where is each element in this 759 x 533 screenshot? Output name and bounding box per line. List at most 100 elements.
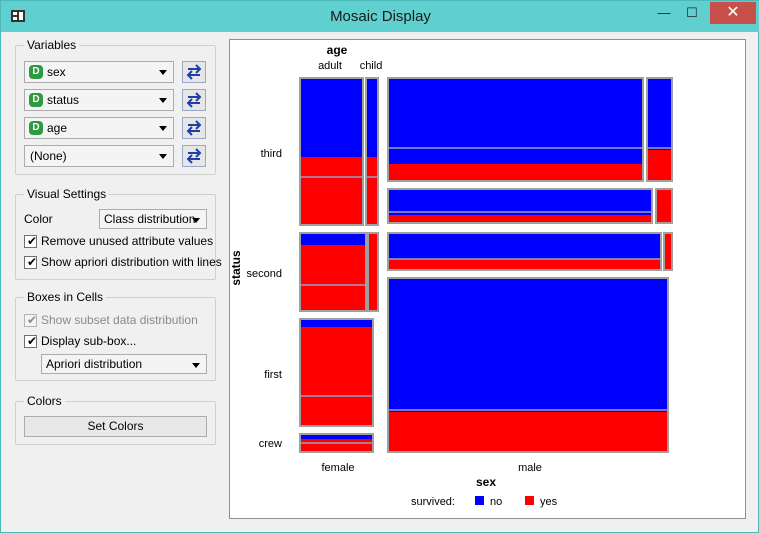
window-title: Mosaic Display — [330, 8, 431, 25]
minimize-button[interactable]: — — [657, 5, 671, 20]
mosaic-cell[interactable] — [366, 78, 378, 157]
variable-3-value: age — [47, 121, 68, 135]
subbox-combo[interactable]: Apriori distribution — [41, 354, 207, 374]
legend-swatch-yes — [525, 496, 534, 505]
sex-label-female: female — [321, 462, 354, 474]
title-bar: Mosaic Display — ☐ ✕ — [1, 1, 759, 32]
color-combo-value: Class distribution — [104, 212, 196, 226]
swap-button-4[interactable] — [182, 145, 206, 167]
show-apriori-label: Show apriori distribution with lines — [41, 255, 222, 269]
swap-icon — [186, 92, 202, 108]
mosaic-cell[interactable] — [300, 78, 363, 157]
maximize-button[interactable]: ☐ — [686, 5, 698, 20]
legend-title: survived: — [411, 496, 455, 508]
checkbox-box[interactable]: ✔ — [24, 334, 38, 348]
boxes-in-cells-group: Boxes in Cells ✔ Show subset data distri… — [15, 290, 216, 381]
mosaic-cell[interactable] — [388, 189, 652, 215]
color-combo[interactable]: Class distribution — [99, 209, 207, 229]
chevron-down-icon — [192, 363, 200, 368]
mosaic-cell[interactable] — [388, 412, 668, 452]
mosaic-svg: age adult child status third second firs… — [230, 43, 673, 508]
apriori-lines — [300, 147, 672, 444]
mosaic-cell[interactable] — [300, 434, 373, 439]
mosaic-cell[interactable] — [388, 78, 643, 164]
boxes-in-cells-title: Boxes in Cells — [24, 290, 107, 304]
swap-button-1[interactable] — [182, 61, 206, 83]
check-icon: ✔ — [27, 313, 38, 327]
variable-3-combo[interactable]: D age — [24, 117, 174, 139]
mosaic-cell[interactable] — [300, 327, 373, 426]
visual-settings-group: Visual Settings Color Class distribution… — [15, 187, 222, 280]
mosaic-cell[interactable] — [664, 233, 672, 270]
variable-4-combo[interactable]: (None) — [24, 145, 174, 167]
chevron-down-icon — [192, 218, 200, 223]
check-icon: ✔ — [27, 334, 38, 348]
mosaic-cell[interactable] — [656, 189, 672, 223]
chevron-down-icon — [159, 70, 167, 75]
legend-swatch-no — [475, 496, 484, 505]
age-label-child: child — [360, 60, 383, 72]
variables-group-title: Variables — [24, 38, 80, 52]
status-label-crew: crew — [259, 438, 282, 450]
checkbox-box[interactable]: ✔ — [24, 313, 38, 327]
show-apriori-checkbox[interactable]: ✔ Show apriori distribution with lines — [24, 255, 222, 271]
show-subset-label: Show subset data distribution — [41, 313, 198, 327]
variable-1-value: sex — [47, 65, 66, 79]
variables-group: Variables D sex D status D age (None) — [15, 38, 216, 175]
checkbox-box[interactable]: ✔ — [24, 255, 38, 269]
check-icon: ✔ — [27, 255, 38, 269]
set-colors-button[interactable]: Set Colors — [24, 416, 207, 437]
colors-group: Colors Set Colors — [15, 394, 216, 445]
sex-label-male: male — [518, 462, 542, 474]
mosaic-cell[interactable] — [647, 78, 672, 150]
close-button[interactable]: ✕ — [710, 2, 756, 24]
legend-label-no: no — [490, 496, 502, 508]
remove-unused-checkbox[interactable]: ✔ Remove unused attribute values — [24, 234, 214, 250]
checkbox-box[interactable]: ✔ — [24, 234, 38, 248]
status-axis-title: status — [230, 250, 243, 286]
discrete-icon: D — [29, 93, 43, 107]
display-subbox-label: Display sub-box... — [41, 334, 137, 348]
chevron-down-icon — [159, 154, 167, 159]
mosaic-cell[interactable] — [388, 278, 668, 412]
variable-2-value: status — [47, 93, 80, 107]
swap-button-2[interactable] — [182, 89, 206, 111]
age-axis-title: age — [327, 43, 348, 57]
colors-title: Colors — [24, 394, 65, 408]
swap-icon — [186, 120, 202, 136]
check-icon: ✔ — [27, 234, 38, 248]
visual-settings-title: Visual Settings — [24, 187, 110, 201]
mosaic-cell[interactable] — [388, 233, 661, 259]
swap-icon — [186, 64, 202, 80]
discrete-icon: D — [29, 121, 43, 135]
swap-icon — [186, 148, 202, 164]
mosaic-cell[interactable] — [300, 439, 373, 452]
swap-button-3[interactable] — [182, 117, 206, 139]
mosaic-cell[interactable] — [300, 157, 363, 225]
variable-2-combo[interactable]: D status — [24, 89, 174, 111]
sex-axis-title: sex — [476, 475, 496, 489]
chevron-down-icon — [159, 98, 167, 103]
status-label-third: third — [261, 148, 282, 160]
display-subbox-checkbox[interactable]: ✔ Display sub-box... — [24, 334, 214, 350]
show-subset-checkbox[interactable]: ✔ Show subset data distribution — [24, 313, 214, 329]
mosaic-cell[interactable] — [388, 215, 652, 223]
mosaic-cell[interactable] — [388, 259, 661, 270]
mosaic-cell[interactable] — [300, 319, 373, 327]
subbox-combo-value: Apriori distribution — [46, 357, 143, 371]
status-label-second: second — [247, 268, 282, 280]
remove-unused-label: Remove unused attribute values — [41, 234, 214, 248]
mosaic-cell[interactable] — [300, 233, 366, 245]
mosaic-cell[interactable] — [647, 150, 672, 181]
mosaic-cell[interactable] — [366, 157, 378, 225]
color-label: Color — [24, 212, 53, 226]
app-icon — [11, 10, 25, 22]
age-label-adult: adult — [318, 60, 342, 72]
mosaic-cell[interactable] — [388, 164, 643, 181]
mosaic-cell[interactable] — [368, 233, 378, 311]
variable-1-combo[interactable]: D sex — [24, 61, 174, 83]
mosaic-cell[interactable] — [300, 245, 366, 311]
cell-borders — [299, 77, 673, 453]
legend-label-yes: yes — [540, 496, 558, 508]
